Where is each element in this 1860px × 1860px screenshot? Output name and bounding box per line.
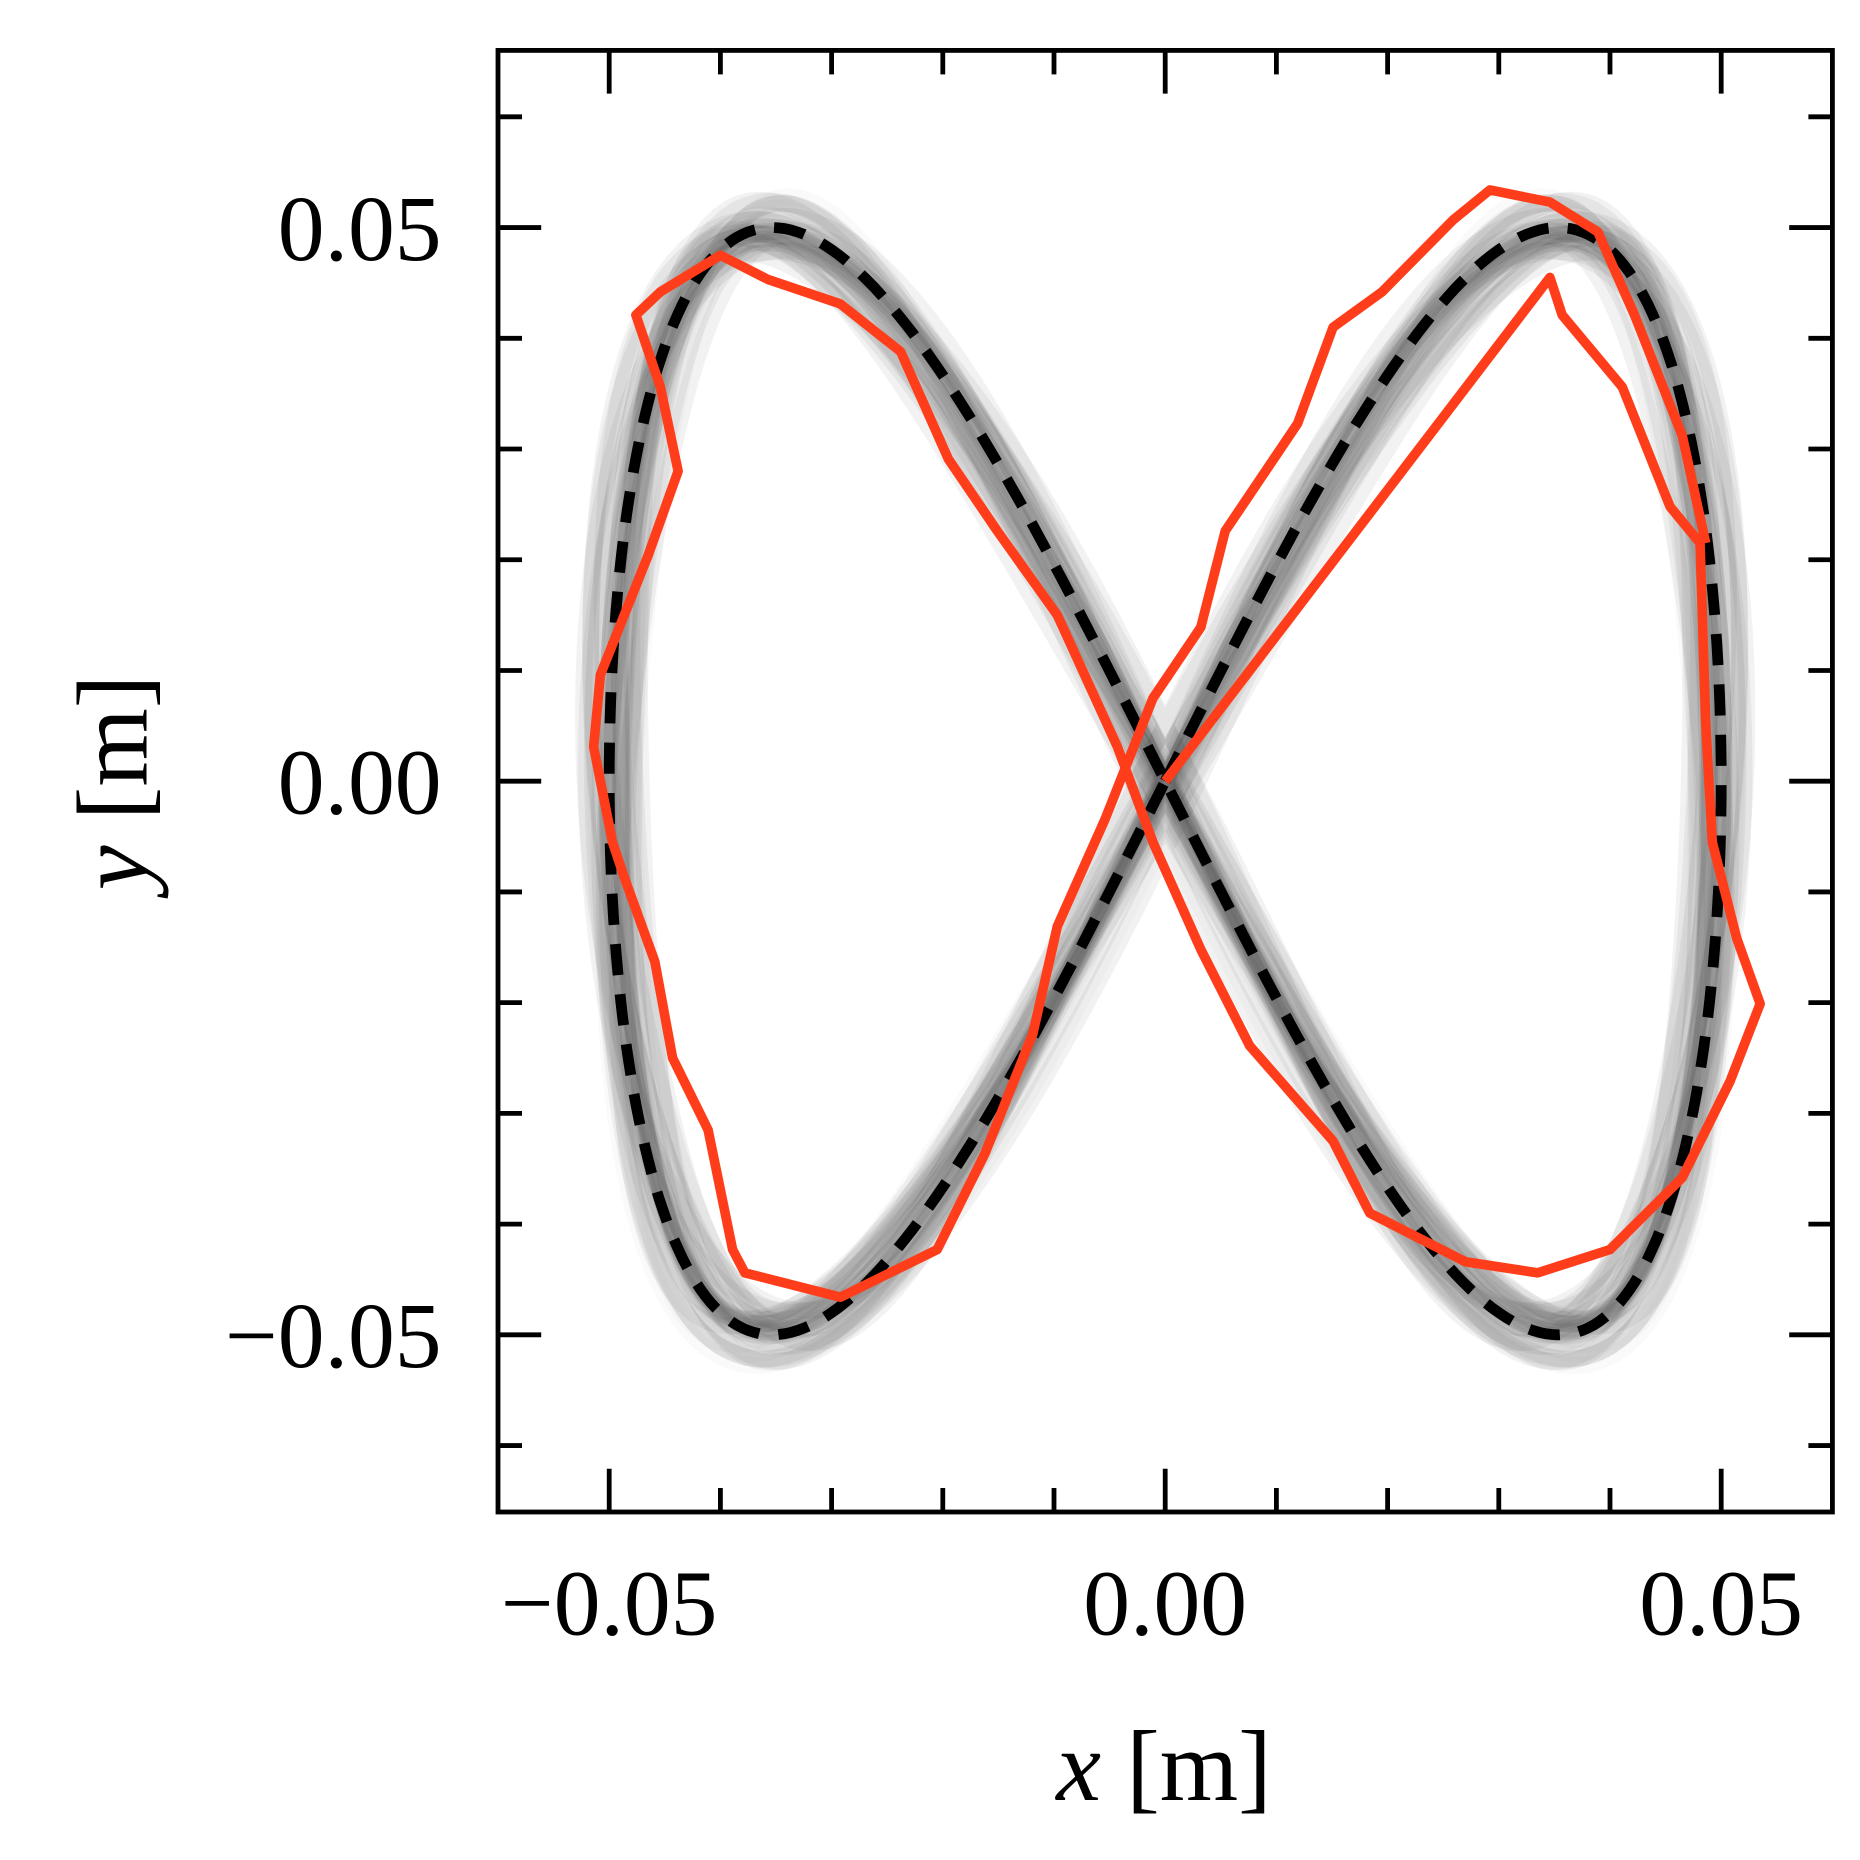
sample-trajectory [575, 243, 1756, 1320]
sample-trajectory [595, 188, 1736, 1375]
sample-trajectory [610, 191, 1720, 1371]
sample-trajectory [616, 234, 1714, 1328]
sample-trajectory [582, 211, 1748, 1352]
y-tick-label: 0.00 [278, 732, 442, 835]
y-tick-labels: −0.05 0.00 0.05 [225, 178, 442, 1388]
x-axis-label: x [m] [1054, 1710, 1272, 1822]
sample-trajectory [611, 210, 1719, 1352]
sample-trajectories [575, 188, 1756, 1375]
sample-trajectory [598, 194, 1732, 1368]
x-tick-labels: −0.05 0.00 0.05 [501, 1552, 1803, 1655]
y-axis-label: y [m] [56, 675, 168, 900]
x-tick-label: 0.00 [1083, 1552, 1247, 1655]
sample-trajectory [593, 224, 1737, 1339]
y-tick-label: −0.05 [225, 1285, 442, 1388]
sample-trajectory [584, 225, 1746, 1337]
x-tick-label: 0.05 [1639, 1552, 1803, 1655]
x-tick-label: −0.05 [501, 1552, 718, 1655]
sample-trajectory [608, 227, 1722, 1335]
sample-trajectory [611, 199, 1720, 1363]
sample-trajectory [581, 225, 1749, 1337]
sample-trajectory [609, 243, 1721, 1319]
measured-trajectory [588, 185, 1765, 1302]
y-tick-label: 0.05 [278, 178, 442, 281]
ticks [498, 50, 1833, 1512]
